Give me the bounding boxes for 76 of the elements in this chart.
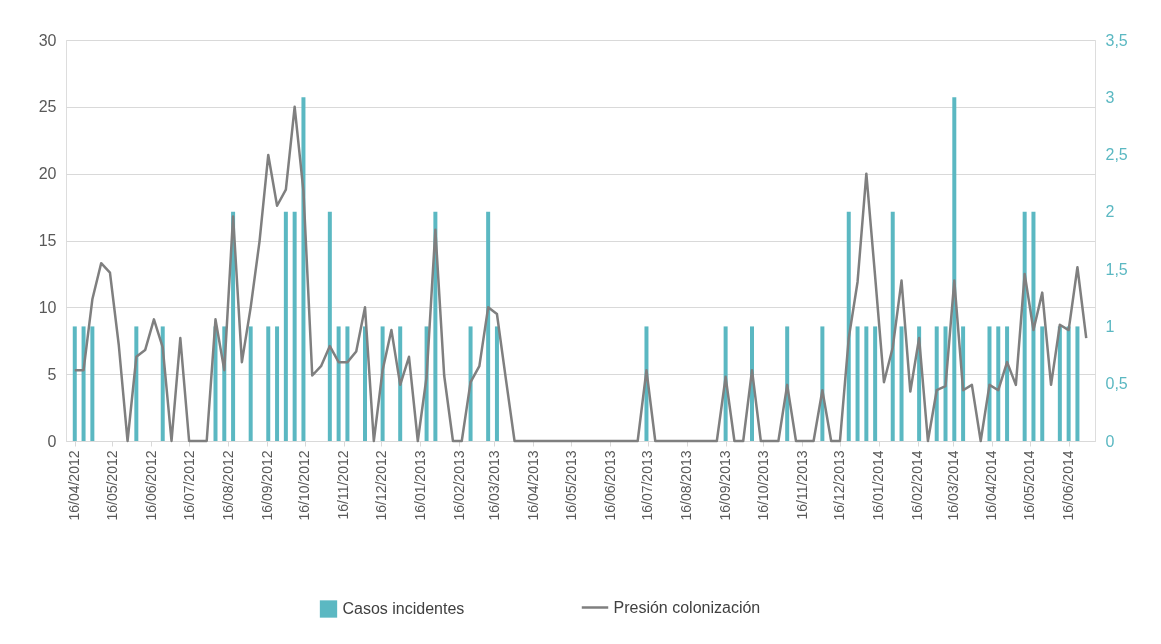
y2-tick-label: 1 <box>1105 317 1115 335</box>
line-series <box>73 105 1088 443</box>
y2-tick-label: 3,5 <box>1105 31 1128 49</box>
x-tick-label: 16/05/2012 <box>103 450 120 521</box>
bar <box>363 326 368 441</box>
bar <box>327 211 332 441</box>
y-tick-label: 5 <box>47 365 57 383</box>
bar <box>292 211 297 441</box>
x-tick-label: 16/02/2014 <box>909 450 926 521</box>
x-tick-label: 16/12/2012 <box>372 450 389 521</box>
bar <box>1066 326 1071 441</box>
x-tick-label: 16/03/2013 <box>485 450 502 521</box>
x-tick-label: 16/10/2013 <box>754 450 771 521</box>
legend-label: Casos incidentes <box>342 600 465 617</box>
bar <box>987 326 992 441</box>
legend-label: Presión colonización <box>613 598 761 616</box>
x-tick-label: 16/10/2012 <box>296 450 313 521</box>
y2-tick-label: 2,5 <box>1105 146 1128 164</box>
x-tick-label: 16/07/2013 <box>639 450 656 521</box>
x-tick-label: 16/11/2013 <box>793 450 810 520</box>
y2-tick-label: 2 <box>1105 203 1115 221</box>
bar <box>90 326 95 441</box>
bar <box>1040 326 1045 441</box>
y-tick-label: 25 <box>38 98 57 116</box>
bar <box>1057 326 1062 441</box>
bar <box>283 211 288 441</box>
x-tick-label: 16/04/2013 <box>524 450 541 521</box>
bar <box>468 326 473 441</box>
bar <box>266 326 271 441</box>
x-tick-label: 16/06/2012 <box>142 450 159 521</box>
x-tick-label: 16/04/2014 <box>983 450 1000 521</box>
bar <box>486 211 491 441</box>
y-tick-label: 30 <box>38 31 57 49</box>
bar <box>855 326 860 441</box>
bar <box>996 326 1001 441</box>
y2-tick-label: 0 <box>1105 432 1115 450</box>
x-tick-label: 16/06/2013 <box>601 450 618 521</box>
bar <box>1005 326 1010 441</box>
x-tick-label: 16/05/2014 <box>1021 450 1038 521</box>
x-tick-label: 16/09/2012 <box>258 450 275 521</box>
bar <box>248 326 253 441</box>
bar <box>1022 211 1027 441</box>
bar <box>890 211 895 441</box>
x-tick-label: 16/07/2012 <box>180 450 197 521</box>
x-tick-label: 16/04/2012 <box>66 450 83 521</box>
bar <box>934 326 939 441</box>
bar <box>336 326 341 441</box>
x-tick-label: 16/08/2013 <box>678 450 695 521</box>
x-tick-label: 16/06/2014 <box>1060 450 1077 521</box>
y2-tick-label: 1,5 <box>1105 260 1128 278</box>
bar <box>72 326 77 441</box>
bar <box>1031 211 1036 441</box>
x-tick-label: 16/09/2013 <box>717 450 734 521</box>
bar <box>952 97 957 441</box>
x-tick-label: 16/01/2013 <box>411 450 428 521</box>
x-tick-label: 16/02/2013 <box>450 450 467 521</box>
y2-tick-label: 3 <box>1105 88 1115 106</box>
x-tick-label: 16/11/2012 <box>335 450 352 520</box>
y-tick-label: 10 <box>38 298 57 316</box>
y-tick-label: 20 <box>38 165 57 183</box>
bar <box>873 326 878 441</box>
x-tick-label: 16/03/2014 <box>944 450 961 521</box>
bar <box>899 326 904 441</box>
y-tick-label: 0 <box>47 432 57 450</box>
bar <box>345 326 350 441</box>
bar <box>846 211 851 441</box>
bar <box>494 326 499 441</box>
x-tick-label: 16/05/2013 <box>562 450 579 521</box>
bar <box>1075 326 1080 441</box>
bar <box>864 326 869 441</box>
y2-tick-label: 0,5 <box>1105 375 1128 393</box>
x-tick-label: 16/08/2012 <box>219 450 236 521</box>
y-tick-label: 15 <box>38 232 57 249</box>
x-tick-label: 16/01/2014 <box>870 450 887 521</box>
x-tick-label: 16/12/2013 <box>831 450 848 521</box>
bar <box>275 326 280 441</box>
